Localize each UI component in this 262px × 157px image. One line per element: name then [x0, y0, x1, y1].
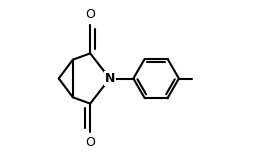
Text: O: O: [85, 8, 95, 21]
Text: N: N: [105, 72, 115, 85]
Text: O: O: [85, 136, 95, 149]
